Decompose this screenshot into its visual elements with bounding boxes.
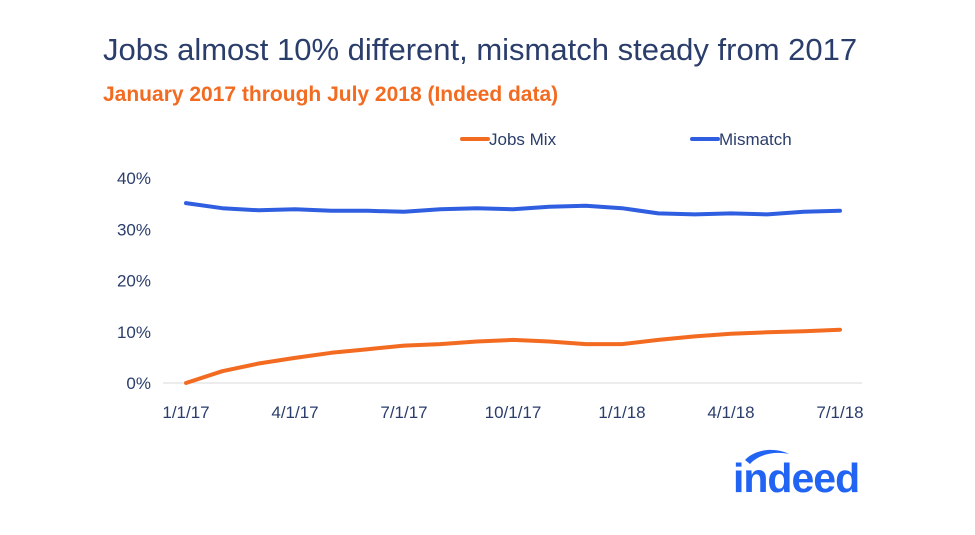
y-tick-label: 10% [117, 323, 151, 342]
y-tick-label: 40% [117, 169, 151, 188]
y-tick-label: 0% [126, 374, 151, 393]
legend-label-jobs-mix: Jobs Mix [489, 130, 557, 149]
x-tick-label: 4/1/18 [707, 403, 754, 422]
series-line-jobs-mix [184, 327, 842, 385]
y-tick-label: 20% [117, 272, 151, 291]
x-tick-label: 1/1/18 [598, 403, 645, 422]
x-tick-label: 7/1/18 [816, 403, 863, 422]
series-line-mismatch [184, 201, 842, 217]
indeed-logo: indeed [733, 449, 860, 501]
x-tick-label: 7/1/17 [380, 403, 427, 422]
y-tick-label: 30% [117, 220, 151, 239]
x-tick-label: 4/1/17 [271, 403, 318, 422]
chart-subtitle: January 2017 through July 2018 (Indeed d… [103, 83, 559, 106]
x-tick-label: 1/1/17 [162, 403, 209, 422]
svg-text:indeed: indeed [733, 455, 859, 501]
legend-label-mismatch: Mismatch [719, 130, 792, 149]
chart-title: Jobs almost 10% different, mismatch stea… [103, 32, 858, 67]
x-tick-label: 10/1/17 [485, 403, 542, 422]
